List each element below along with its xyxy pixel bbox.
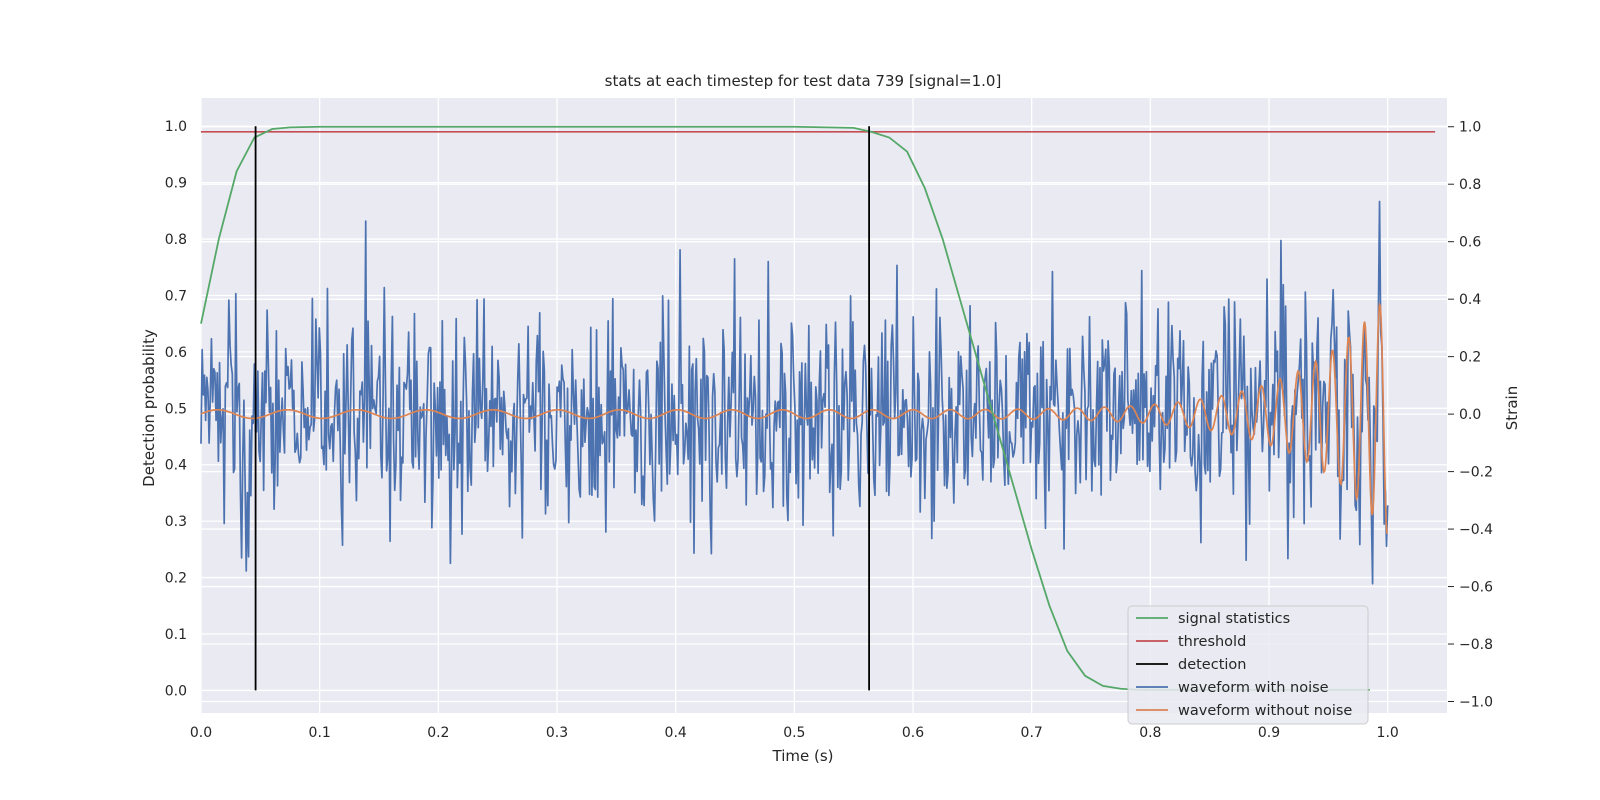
chart-title: stats at each timestep for test data 739… xyxy=(605,72,1002,90)
y-tick-label-left: 1.0 xyxy=(165,119,187,135)
legend-entry-label: signal statistics xyxy=(1178,611,1290,627)
legend-entry-label: waveform with noise xyxy=(1178,680,1329,696)
y-tick-label-right: 0.4 xyxy=(1459,292,1481,308)
y-tick-label-left: 0.4 xyxy=(165,458,187,474)
x-tick-label: 0.4 xyxy=(665,725,687,741)
y-tick-label-right: −1.0 xyxy=(1459,695,1493,711)
legend-entry-label: detection xyxy=(1178,657,1246,673)
x-tick-label: 0.2 xyxy=(427,725,449,741)
x-tick-label: 0.1 xyxy=(309,725,331,741)
series-waveform-without-noise xyxy=(200,302,1388,535)
legend-box xyxy=(1127,605,1369,725)
y-tick-label-left: 0.7 xyxy=(165,288,187,304)
x-axis-ticks: 0.0 0.1 0.2 0.3 0.4 0.5 0.6 0.7 0.8 0.9 1.0 xyxy=(190,725,1399,741)
y-tick-label-left: 0.3 xyxy=(165,514,187,530)
y-tick-label-right: 1.0 xyxy=(1459,120,1481,136)
series-waveform-with-noise xyxy=(200,200,1389,585)
y-axis-label-right: Strain xyxy=(1503,386,1521,430)
x-tick-label: 0.9 xyxy=(1258,725,1280,741)
y-tick-label-right: 0.0 xyxy=(1459,407,1481,423)
y-tick-label-right: 0.6 xyxy=(1459,235,1481,251)
x-axis-label: Time (s) xyxy=(772,747,834,765)
x-tick-label: 1.0 xyxy=(1377,725,1399,741)
y-tick-label-left: 0.9 xyxy=(165,176,187,192)
y-tick-label-left: 0.1 xyxy=(165,627,187,643)
y-tick-label-right: −0.4 xyxy=(1459,522,1493,538)
x-tick-label: 0.8 xyxy=(1139,725,1161,741)
x-tick-label: 0.6 xyxy=(902,725,924,741)
legend-entry-label: threshold xyxy=(1178,634,1246,650)
x-tick-label: 0.3 xyxy=(546,725,568,741)
y-tick-label-left: 0.8 xyxy=(165,232,187,248)
legend: signal statistics threshold detection wavef… xyxy=(1127,605,1369,725)
x-tick-label: 0.7 xyxy=(1021,725,1043,741)
x-tick-label: 0.0 xyxy=(190,725,212,741)
series-layer xyxy=(200,125,1436,691)
y-tick-label-right: −0.2 xyxy=(1459,465,1493,481)
y-tick-label-left: 0.0 xyxy=(165,683,187,699)
y-tick-label-left: 0.2 xyxy=(165,571,187,587)
series-signal-statistics xyxy=(200,125,1370,691)
y-tick-label-left: 0.6 xyxy=(165,345,187,361)
y-tick-label-right: 0.2 xyxy=(1459,350,1481,366)
y-axis-label-left: Detection probability xyxy=(140,329,158,487)
legend-entry-label: waveform without noise xyxy=(1178,703,1352,719)
y-tick-label-left: 0.5 xyxy=(165,401,187,417)
right-axis-ticks: −1.0 −0.8 −0.6 −0.4 −0.2 0.0 0.2 0.4 0.6 0.8 1.0 xyxy=(1448,120,1493,711)
y-tick-label-right: 0.8 xyxy=(1459,177,1481,193)
y-tick-label-right: −0.6 xyxy=(1459,580,1493,596)
x-tick-label: 0.5 xyxy=(783,725,805,741)
y-tick-label-right: −0.8 xyxy=(1459,637,1493,653)
left-axis-ticks: 0.0 0.1 0.2 0.3 0.4 0.5 0.6 0.7 0.8 0.9 1.0 xyxy=(165,119,187,699)
